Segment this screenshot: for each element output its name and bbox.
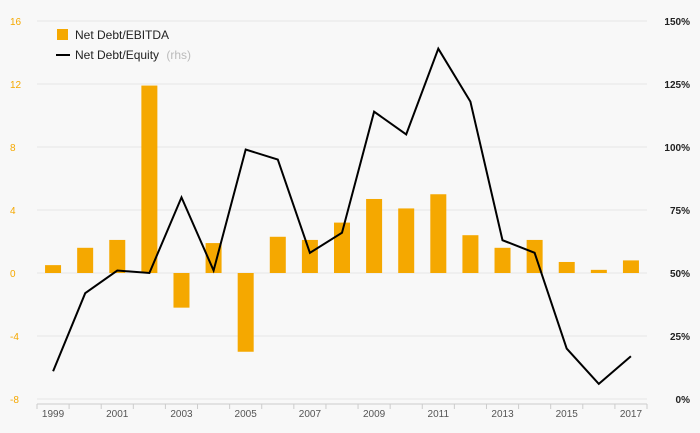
x-tick-label: 2017 [620,409,643,420]
x-tick-label: 1999 [42,409,65,420]
y-tick-label-right: 75% [670,206,690,217]
bar [398,208,415,273]
x-tick-label: 2007 [299,409,322,420]
bar [590,269,607,273]
legend: Net Debt/EBITDA Net Debt/Equity (rhs) [56,28,191,62]
series-line [52,46,632,386]
bar [462,235,479,273]
x-tick-label: 2005 [235,409,258,420]
y-tick-label-left: -8 [10,395,19,406]
axes: 16 150% 12 125% 8 100% 4 75% 0 50% -4 25% -8 0% 1999 20… [10,17,690,420]
y-tick-label-right: 100% [664,143,690,154]
bar [301,239,318,273]
x-tick-label: 2003 [170,409,193,420]
x-tick-label: 2013 [491,409,514,420]
legend-swatch-bar [57,29,68,40]
y-tick-label-right: 150% [664,17,690,28]
y-tick-label-left: 12 [10,80,22,91]
y-tick-label-right: 0% [676,395,691,406]
y-tick-label-left: 16 [10,17,22,28]
grid [37,20,647,400]
bar [205,243,222,273]
x-tick-label: 2015 [556,409,579,420]
y-tick-label-left: 8 [10,143,16,154]
bar [45,265,62,273]
bar [141,85,158,273]
bar [237,273,254,352]
bar-series [45,85,639,352]
bar [77,247,94,273]
bar [558,261,575,273]
y-tick-label-left: 0 [10,269,16,280]
x-tick-label: 2011 [428,409,450,420]
bar [430,194,447,273]
x-tick-label: 2009 [363,409,386,420]
y-tick-label-left: -4 [10,332,19,343]
bar [366,198,383,273]
line-series [52,46,632,386]
legend-label-line-name: Net Debt/Equity [75,48,159,62]
legend-label-bar: Net Debt/EBITDA [75,28,169,42]
legend-label-line-suffix: (rhs) [166,48,191,62]
x-tick-label: 2001 [106,409,129,420]
bar [173,273,190,308]
y-tick-label-right: 25% [670,332,690,343]
bar [494,247,511,273]
bar [109,239,126,273]
legend-label-line: Net Debt/Equity (rhs) [75,48,191,62]
y-tick-label-left: 4 [10,206,16,217]
bar [269,236,286,273]
y-tick-label-right: 50% [670,269,690,280]
y-tick-label-right: 125% [664,80,690,91]
bar [622,260,639,273]
